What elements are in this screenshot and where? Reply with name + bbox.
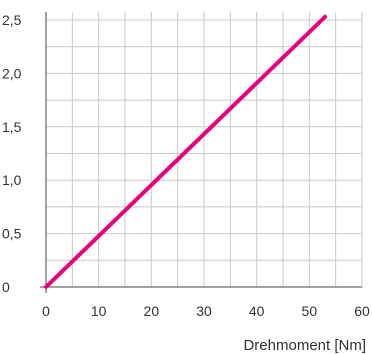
y-tick-label: 0,5 [2, 226, 22, 242]
x-tick-labels: 0 10 20 30 40 50 60 [42, 303, 370, 319]
axes [40, 12, 362, 293]
series-line [44, 14, 328, 289]
x-tick-label: 0 [42, 303, 50, 319]
y-tick-label: 0 [2, 279, 10, 295]
x-tick-label: 50 [302, 303, 318, 319]
y-tick-label: 2,0 [2, 65, 22, 81]
x-tick-label: 10 [91, 303, 107, 319]
x-tick-label: 20 [144, 303, 160, 319]
x-tick-label: 30 [196, 303, 212, 319]
y-tick-labels: 0 0,5 1,0 1,5 2,0 2,5 [2, 12, 22, 295]
y-tick-label: 1,0 [2, 172, 22, 188]
grid-lines [46, 12, 363, 287]
series-layer [44, 14, 328, 289]
x-tick-label: 40 [249, 303, 265, 319]
x-axis-label: Drehmoment [Nm] [243, 337, 366, 354]
y-tick-label: 1,5 [2, 119, 22, 135]
x-tick-label: 60 [354, 303, 370, 319]
y-tick-label: 2,5 [2, 12, 22, 28]
